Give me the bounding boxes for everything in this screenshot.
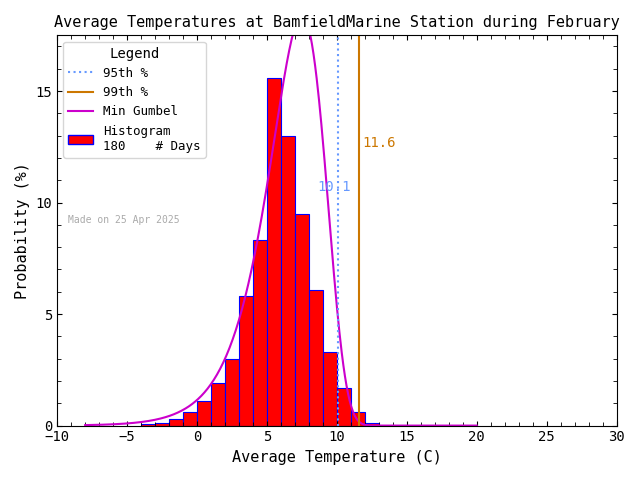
Title: Average Temperatures at BamfieldMarine Station during February: Average Temperatures at BamfieldMarine S… bbox=[54, 15, 620, 30]
Bar bbox=[309, 289, 323, 426]
Bar bbox=[169, 419, 183, 426]
Bar bbox=[141, 424, 155, 426]
Y-axis label: Probability (%): Probability (%) bbox=[15, 162, 30, 299]
Bar bbox=[225, 359, 239, 426]
Bar bbox=[337, 388, 351, 426]
Bar bbox=[281, 136, 295, 426]
Bar bbox=[323, 352, 337, 426]
Bar bbox=[351, 412, 365, 426]
Bar bbox=[197, 401, 211, 426]
Bar bbox=[365, 423, 379, 426]
Text: 11.6: 11.6 bbox=[362, 136, 396, 150]
Text: Made on 25 Apr 2025: Made on 25 Apr 2025 bbox=[68, 215, 180, 225]
Bar bbox=[267, 78, 281, 426]
X-axis label: Average Temperature (C): Average Temperature (C) bbox=[232, 450, 442, 465]
Bar bbox=[239, 296, 253, 426]
Bar bbox=[155, 423, 169, 426]
Bar bbox=[253, 240, 267, 426]
Legend: 95th %, 99th %, Min Gumbel, Histogram
180    # Days: 95th %, 99th %, Min Gumbel, Histogram 18… bbox=[63, 42, 206, 157]
Bar bbox=[183, 412, 197, 426]
Text: 10.1: 10.1 bbox=[317, 180, 351, 194]
Bar bbox=[211, 383, 225, 426]
Bar bbox=[295, 214, 309, 426]
